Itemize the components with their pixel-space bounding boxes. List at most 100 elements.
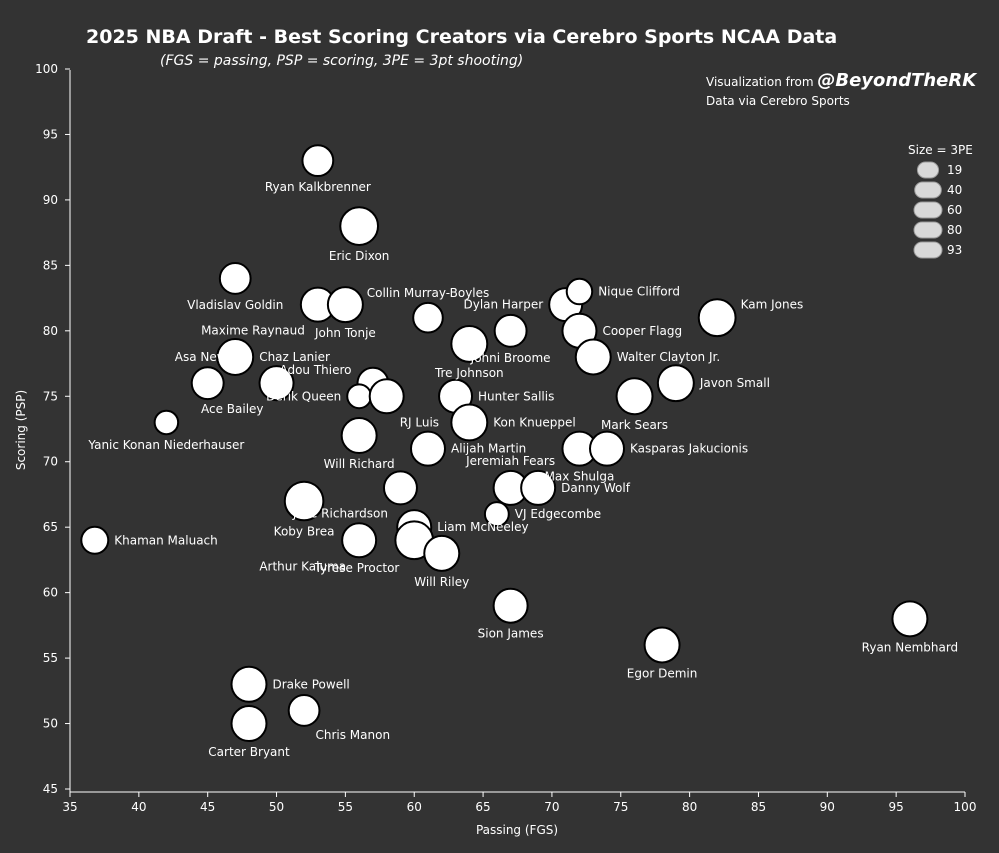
legend-size-swatch [916, 161, 940, 179]
point-label: Carter Bryant [208, 745, 290, 759]
data-point [565, 277, 594, 306]
point-label: RJ Luis [400, 415, 439, 429]
legend-size-label: 93 [947, 243, 962, 257]
data-point [230, 665, 268, 703]
y-tick-label: 50 [43, 717, 58, 731]
x-tick-label: 90 [820, 800, 835, 814]
credit-line: Visualization from @BeyondTheRK [706, 70, 976, 91]
data-point [656, 364, 695, 403]
data-point [409, 430, 447, 467]
data-point [412, 301, 444, 334]
data-point [218, 262, 252, 295]
legend-size-swatch [914, 181, 942, 199]
point-label: Vladislav Goldin [187, 298, 283, 312]
data-point [340, 417, 378, 455]
chart-title: 2025 NBA Draft - Best Scoring Creators v… [86, 26, 838, 48]
point-label: Khaman Maluach [114, 533, 218, 547]
point-label: Kam Jones [741, 298, 804, 312]
legend-size-swatch [913, 201, 943, 219]
axes: 35 40 45 50 55 60 65 70 75 80 85 90 95 100 45 50 55 60 65 7… [14, 62, 976, 837]
y-axis-title: Scoring (PSP) [14, 390, 28, 470]
point-label: Tre Johnson [434, 366, 504, 380]
y-tick-label: 45 [43, 782, 58, 796]
x-tick-label: 100 [954, 800, 977, 814]
data-point [341, 522, 378, 559]
legend-size-swatch [913, 241, 943, 259]
data-point [283, 480, 325, 522]
y-tick-label: 85 [43, 258, 58, 272]
point-label: Ryan Nembhard [862, 640, 959, 654]
data-point [450, 324, 489, 363]
x-tick-label: 45 [200, 800, 215, 814]
data-point [483, 501, 510, 528]
point-label: Yanic Konan Niederhauser [87, 438, 244, 452]
data-point [891, 600, 929, 638]
point-label: VJ Edgecombe [515, 507, 601, 521]
y-tick-label: 75 [43, 389, 58, 403]
x-tick-label: 85 [751, 800, 766, 814]
x-tick-label: 95 [889, 800, 904, 814]
point-label: Jase Richardson [292, 506, 388, 520]
point-label: Adou Thiero [279, 363, 351, 377]
point-labels: Ryan Kalkbrenner Eric Dixon Vladislav Gold… [87, 180, 958, 759]
x-tick-label: 40 [131, 800, 146, 814]
y-tick-label: 80 [43, 324, 58, 338]
point-label: Nique Clifford [598, 285, 680, 299]
x-axis-title: Passing (FGS) [476, 823, 558, 837]
point-label: Max Shulga [545, 470, 615, 484]
point-label: Chris Manon [315, 728, 390, 742]
point-label: Drake Powell [272, 677, 349, 691]
point-label: Koby Brea [274, 524, 335, 538]
point-label: Chaz Lanier [259, 350, 330, 364]
data-point [80, 525, 110, 555]
point-label: Will Richard [324, 457, 395, 471]
legend-size-label: 19 [947, 163, 962, 177]
data-point [230, 705, 268, 743]
data-point [346, 383, 373, 410]
y-tick-label: 70 [43, 455, 58, 469]
y-tick-label: 90 [43, 193, 58, 207]
point-label: Kasparas Jakucionis [630, 442, 748, 456]
point-label: Ryan Kalkbrenner [265, 180, 371, 194]
x-tick-label: 75 [613, 800, 628, 814]
point-label: Hunter Sallis [478, 389, 554, 403]
legend-size-label: 40 [947, 183, 962, 197]
data-point [301, 144, 335, 178]
data-point [574, 338, 612, 376]
data-point [493, 313, 528, 348]
point-label: Danny Wolf [561, 481, 631, 495]
data-point [190, 366, 225, 401]
point-label: Collin Murray-Boyles [367, 286, 490, 300]
point-label: Jeremiah Fears [465, 454, 555, 468]
data-point [216, 338, 255, 376]
point-label: Kon Knueppel [493, 415, 575, 429]
point-label: Eric Dixon [329, 249, 390, 263]
data-point [287, 694, 321, 727]
x-tick-label: 80 [682, 800, 697, 814]
y-tick-label: 60 [43, 586, 58, 600]
x-tick-label: 55 [338, 800, 353, 814]
data-point [326, 286, 364, 324]
y-tick-label: 100 [35, 62, 58, 76]
point-label: Johni Broome [470, 351, 551, 365]
data-point [588, 430, 626, 467]
point-label: Tyrese Proctor [314, 561, 400, 575]
point-label: John Tonje [314, 326, 376, 340]
point-label: Arthur Kaluma [259, 559, 346, 573]
data-point [492, 587, 529, 624]
legend-size-label: 60 [947, 203, 962, 217]
data-points [80, 144, 929, 743]
data-point [450, 403, 489, 442]
point-label: Walter Clayton Jr. [617, 350, 720, 364]
data-point [615, 377, 654, 416]
y-tick-label: 95 [43, 127, 58, 141]
point-label: Liam McNeeley [437, 520, 528, 534]
point-label: Will Riley [414, 575, 469, 589]
point-label: Dylan Harper [463, 298, 543, 312]
credit-handle: @BeyondTheRK [817, 70, 977, 91]
data-point [423, 534, 461, 572]
data-point [258, 365, 295, 402]
chart-subtitle: (FGS = passing, PSP = scoring, 3PE = 3pt… [160, 53, 524, 69]
x-tick-label: 60 [407, 800, 422, 814]
